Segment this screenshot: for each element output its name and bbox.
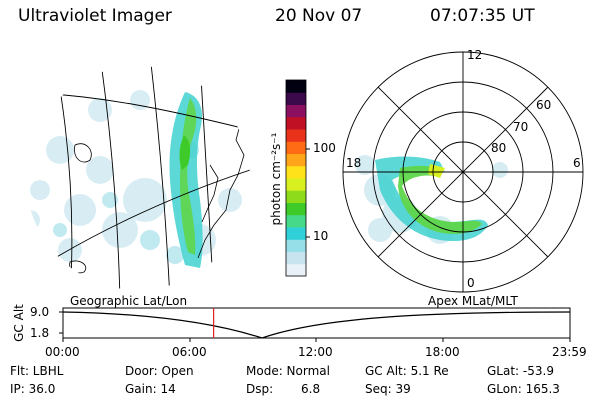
colorbar-segment [286, 239, 306, 252]
status-flt: Flt: LBHL [10, 364, 64, 378]
colorbar-segment [286, 202, 306, 216]
colorbar-segment [286, 153, 306, 167]
status-glon: GLon: 165.3 [487, 382, 560, 396]
colorbar-segment [286, 80, 306, 93]
colorbar-segment [286, 190, 306, 203]
status-door: Door: Open [125, 364, 194, 378]
colorbar-segment [286, 141, 306, 154]
colorbar-unit-label: photon cm⁻²s⁻¹ [269, 132, 283, 226]
colorbar-segment [286, 251, 306, 265]
status-seq: Seq: 39 [365, 382, 411, 396]
colorbar-segment [286, 129, 306, 142]
y-tick-low: 1.8 [30, 326, 50, 340]
status-glat: GLat: -53.9 [487, 364, 554, 378]
colorbar-segment [286, 92, 306, 105]
status-ip: IP: 36.0 [10, 382, 56, 396]
altitude-plot [59, 307, 571, 342]
mlt-label-18: 18 [346, 156, 362, 170]
status-gc-alt: GC Alt: 5.1 Re [365, 364, 449, 378]
polar-plot [342, 51, 584, 293]
colorbar [285, 79, 310, 277]
colorbar-segment [286, 165, 306, 179]
status-gain: Gain: 14 [125, 382, 176, 396]
colorbar-segment [286, 214, 306, 228]
mlt-label-12: 12 [467, 48, 483, 62]
x-tick-1200: 12:00 [298, 345, 333, 359]
geographic-image [26, 66, 250, 290]
colorbar-frame [285, 79, 307, 277]
status-mode: Mode: Normal [246, 364, 330, 378]
x-tick-0000: 00:00 [45, 345, 80, 359]
app-title: Ultraviolet Imager [18, 6, 172, 26]
lat-label-80: 80 [491, 141, 507, 155]
status-dsp-label: Dsp: [246, 382, 274, 396]
gc-alt-axis-label: GC Alt [12, 304, 26, 342]
colorbar-tick-10: 10 [313, 229, 329, 243]
x-tick-2359: 23:59 [552, 345, 587, 359]
colorbar-segment [286, 104, 306, 118]
lat-label-60: 60 [536, 98, 552, 112]
lat-label-70: 70 [513, 120, 529, 134]
x-tick-0600: 06:00 [172, 345, 207, 359]
colorbar-segment [286, 227, 306, 240]
geographic-label: Geographic Lat/Lon [70, 294, 188, 308]
colorbar-segment [286, 178, 306, 191]
x-tick-1800: 18:00 [425, 345, 460, 359]
y-tick-high: 9.0 [30, 305, 50, 319]
apex-label: Apex MLat/MLT [428, 294, 518, 308]
time-label: 07:07:35 UT [430, 6, 535, 26]
colorbar-segment [286, 116, 306, 130]
date-label: 20 Nov 07 [275, 6, 363, 26]
colorbar-tick-100: 100 [313, 141, 336, 155]
mlt-label-0: 0 [467, 276, 475, 290]
colorbar-segment [286, 263, 306, 277]
status-dsp-value: 6.8 [301, 382, 321, 396]
mlt-label-6: 6 [573, 156, 581, 170]
